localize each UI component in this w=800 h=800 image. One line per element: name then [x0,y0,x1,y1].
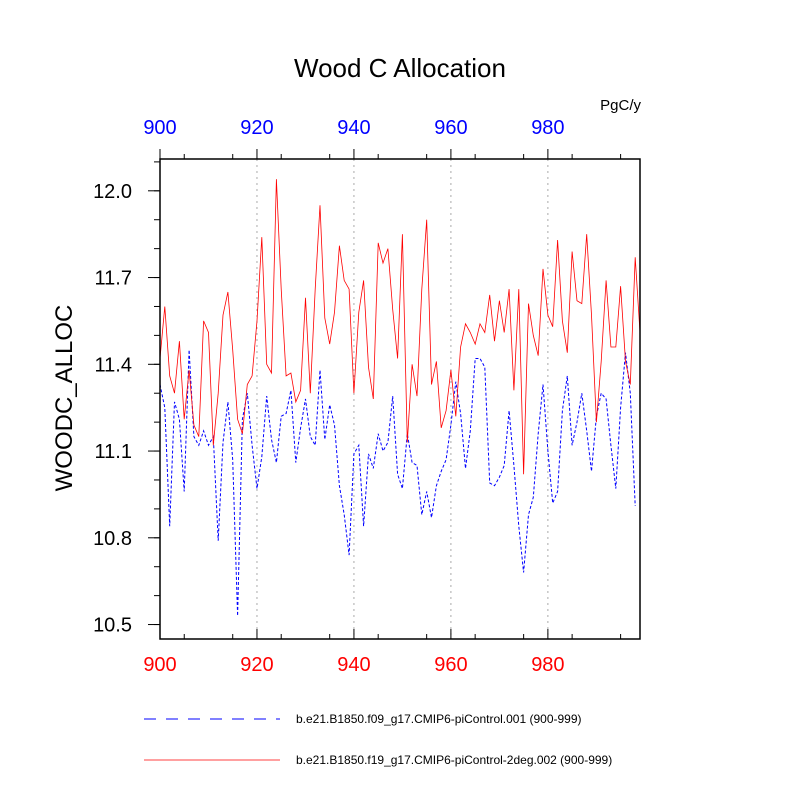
y-tick-label: 11.4 [95,354,132,376]
series-line-1 [159,179,641,475]
y-tick-label: 10.5 [93,615,132,637]
gridlines [256,159,549,639]
x-tick-label-top: 980 [531,117,564,139]
x-tick-label-top: 940 [337,117,370,139]
chart-title: Wood C Allocation [294,53,506,83]
legend: b.e21.B1850.f09_g17.CMIP6-piControl.001 … [144,712,612,767]
y-tick-label: 12.0 [93,181,132,203]
y-tick-label: 11.7 [95,268,132,290]
axis-ticks: 900 900 920 920 940 940 960 960 980 980 10.5 10.8 11… [93,117,622,676]
x-tick-label-top: 960 [434,117,467,139]
x-tick-label-bottom: 960 [434,654,467,676]
series-lines [159,179,641,616]
y-tick-label: 11.1 [95,441,132,463]
units-label: PgC/y [600,97,641,114]
x-tick-label-bottom: 940 [337,654,370,676]
y-axis-label: WOODC_ALLOC [51,305,78,492]
legend-label-red: b.e21.B1850.f19_g17.CMIP6-piControl-2deg… [296,753,612,767]
x-tick-label-top: 920 [240,117,273,139]
x-tick-label-bottom: 900 [143,654,176,676]
legend-label-blue: b.e21.B1850.f09_g17.CMIP6-piControl.001 … [296,712,582,726]
plot-frame [159,158,641,640]
x-tick-label-bottom: 920 [240,654,273,676]
x-tick-label-bottom: 980 [531,654,564,676]
series-line-0 [159,349,636,616]
y-tick-label: 10.8 [93,528,132,550]
x-tick-label-top: 900 [143,117,176,139]
